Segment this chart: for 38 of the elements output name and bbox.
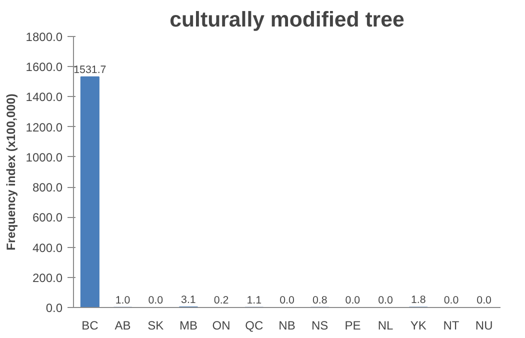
data-label: 0.0: [345, 294, 360, 306]
y-tick-label: 1000.0: [26, 150, 63, 164]
y-tick-label: 400.0: [32, 240, 63, 255]
data-label: 0.0: [444, 294, 459, 306]
x-tick-label: NU: [475, 318, 493, 332]
x-tick-label: BC: [82, 318, 99, 332]
data-label: 1.8: [410, 294, 426, 306]
y-tick-label: 0.0: [46, 301, 63, 315]
x-tick-label: YK: [410, 318, 426, 332]
data-label: 1531.7: [74, 64, 106, 76]
y-tick-label: 1200.0: [26, 120, 63, 134]
data-label: 1.1: [246, 294, 262, 306]
x-tick-label: NB: [278, 318, 296, 332]
data-label: 0.2: [214, 294, 229, 306]
x-tick-label: NS: [312, 318, 328, 332]
x-tick-label: PE: [344, 318, 361, 332]
x-tick-label: QC: [245, 318, 264, 332]
chart-title: culturally modified tree: [170, 8, 404, 32]
y-tick-label: 1800.0: [26, 30, 63, 44]
data-label: 0.0: [148, 294, 164, 306]
y-tick-label: 600.0: [32, 210, 63, 225]
y-tick-label: 800.0: [32, 180, 63, 195]
data-label: 3.1: [181, 294, 196, 306]
y-tick-label: 1600.0: [26, 60, 63, 74]
data-label: 1.0: [115, 294, 130, 306]
x-tick-label: NL: [378, 318, 394, 332]
data-label: 0.0: [378, 294, 394, 306]
y-tick-label: 1400.0: [26, 90, 63, 104]
x-tick-label: NT: [443, 318, 460, 332]
x-tick-label: ON: [212, 318, 230, 332]
y-axis-title: Frequency index (x100,000): [4, 94, 18, 250]
y-tick-label: 200.0: [32, 270, 63, 285]
data-label: 0.0: [476, 294, 492, 306]
data-label: 0.8: [312, 294, 328, 306]
data-label: 0.0: [280, 294, 294, 306]
x-tick-label: AB: [114, 318, 131, 332]
x-tick-label: MB: [179, 318, 198, 332]
x-tick-label: SK: [148, 318, 164, 332]
